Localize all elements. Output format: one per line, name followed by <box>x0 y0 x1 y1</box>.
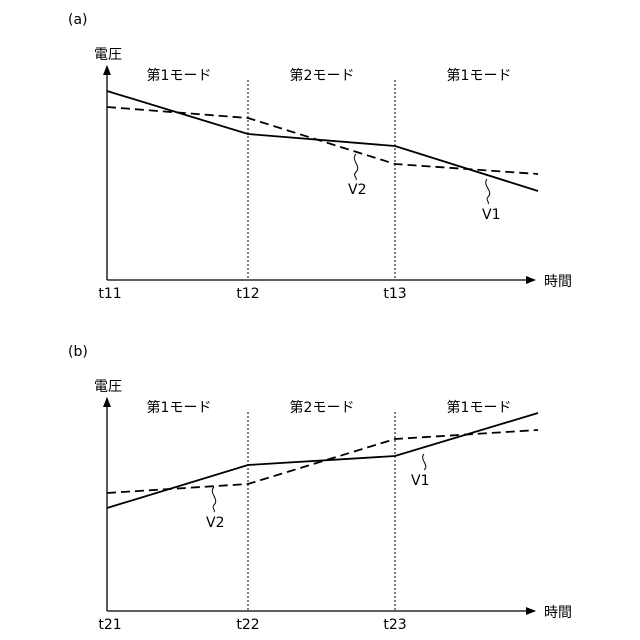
v1-leader <box>486 179 490 204</box>
v2-label: V2 <box>206 515 224 531</box>
v2-label: V2 <box>348 182 366 198</box>
v1-label: V1 <box>482 207 500 223</box>
time-label: t11 <box>98 286 121 302</box>
mode-label: 第1モード <box>147 67 212 84</box>
panel-a: (a) 電圧 時間 第1モード 第2モード 第1モード t11 t12 t13 … <box>68 12 572 302</box>
v2-leader <box>354 154 357 180</box>
time-label: t21 <box>98 617 121 633</box>
panel-label: (a) <box>68 12 88 28</box>
v1-line <box>107 413 538 508</box>
mode-label: 第2モード <box>290 399 355 416</box>
v1-line <box>107 91 538 191</box>
time-label: t23 <box>383 617 406 633</box>
time-label: t13 <box>383 286 406 302</box>
mode-label: 第1モード <box>147 399 212 416</box>
time-label: t22 <box>236 617 259 633</box>
v2-leader <box>212 487 215 512</box>
x-axis-label: 時間 <box>544 274 572 290</box>
v2-line <box>107 430 538 493</box>
time-label: t12 <box>236 286 259 302</box>
mode-label: 第1モード <box>447 399 512 416</box>
y-axis-label: 電圧 <box>94 47 122 63</box>
panel-label: (b) <box>68 344 88 360</box>
y-axis-label: 電圧 <box>94 379 122 395</box>
x-axis-label: 時間 <box>544 605 572 621</box>
mode-label: 第2モード <box>290 67 355 84</box>
panel-b: (b) 電圧 時間 第1モード 第2モード 第1モード t21 t22 t23 … <box>68 344 572 633</box>
v1-leader <box>423 454 426 470</box>
v1-label: V1 <box>411 473 429 489</box>
mode-label: 第1モード <box>447 67 512 84</box>
